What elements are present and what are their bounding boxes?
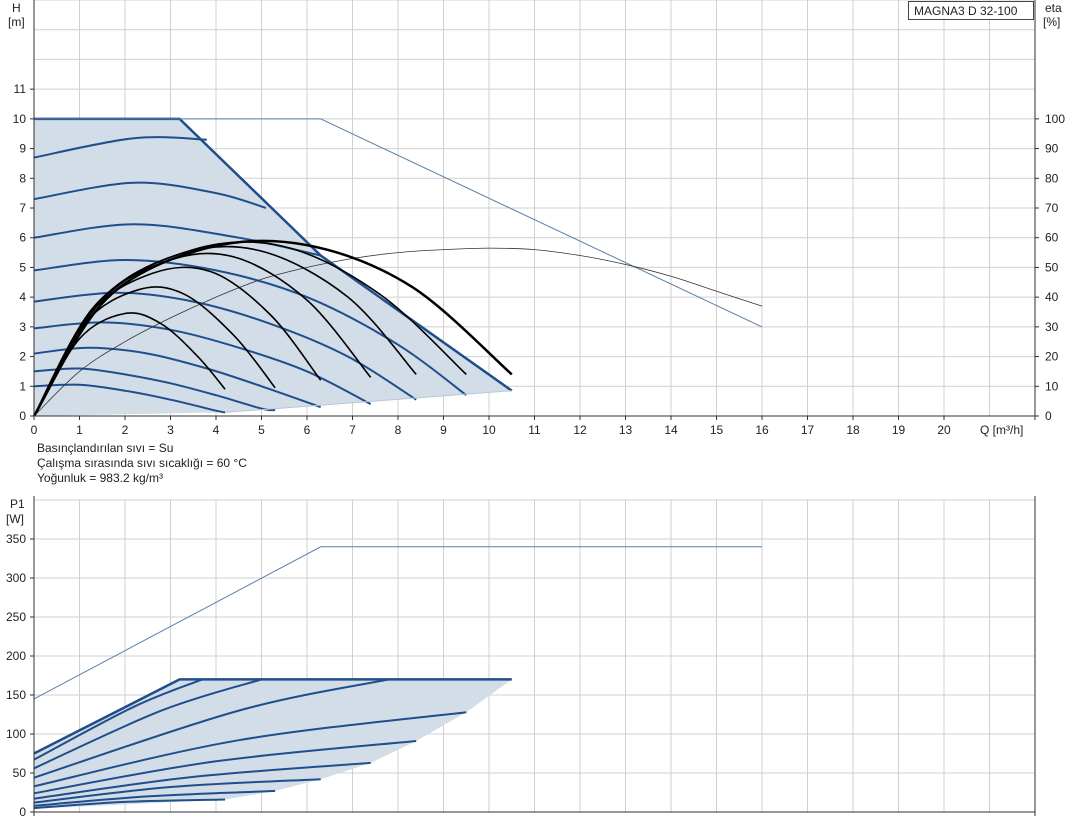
head-chart — [30, 0, 1039, 420]
head-speed-curve — [33, 321, 372, 405]
fluid-info: Basınçlandırılan sıvı = Su Çalışma sıras… — [37, 441, 247, 486]
head-y-tick-label: 2 — [19, 350, 26, 364]
power-y-tick-label: 0 — [19, 805, 26, 819]
eta-tick-label: 60 — [1045, 231, 1059, 245]
head-x-tick-label: 20 — [937, 423, 951, 437]
head-x-tick-label: 5 — [258, 423, 265, 437]
head-x-tick-label: 18 — [846, 423, 860, 437]
power-curve — [33, 798, 226, 810]
head-speed-curve — [33, 136, 207, 159]
head-x-tick-label: 6 — [304, 423, 311, 437]
head-y-tick-label: 6 — [19, 231, 26, 245]
head-x-tick-label: 9 — [440, 423, 447, 437]
head-y-tick-label: 1 — [19, 379, 26, 393]
model-label: MAGNA3 D 32-100 — [908, 1, 1034, 20]
power-y-tick-label: 200 — [6, 649, 26, 663]
fluid-info-density: Yoğunluk = 983.2 kg/m³ — [37, 471, 163, 485]
eta-unit: [%] — [1043, 15, 1060, 29]
head-speed-curve — [33, 367, 276, 412]
eta-tick-label: 20 — [1045, 350, 1059, 364]
power-y-tick-label: 150 — [6, 688, 26, 702]
head-y-unit: [m] — [8, 15, 25, 29]
head-duty-curve — [32, 239, 513, 417]
power-operating-area — [34, 679, 512, 809]
head-x-tick-label: 7 — [349, 423, 356, 437]
power-curve — [33, 740, 417, 795]
power-y-label: P1 — [10, 497, 25, 511]
head-speed-curve — [33, 346, 322, 409]
head-x-tick-label: 3 — [167, 423, 174, 437]
power-y-tick-label: 50 — [13, 766, 27, 780]
head-x-tick-label: 12 — [573, 423, 587, 437]
head-x-tick-label: 0 — [31, 423, 38, 437]
eta-tick-label: 30 — [1045, 320, 1059, 334]
fluid-info-temperature: Çalışma sırasında sıvı sıcaklığı = 60 °C — [37, 456, 247, 470]
power-curve — [33, 711, 467, 788]
head-x-tick-label: 13 — [619, 423, 633, 437]
head-x-tick-label: 11 — [528, 423, 541, 437]
eta-tick-label: 0 — [1045, 409, 1052, 423]
head-x-tick-label: 10 — [482, 423, 496, 437]
power-max-line — [33, 546, 762, 700]
power-curve — [33, 761, 371, 800]
head-y-tick-label: 10 — [13, 112, 27, 126]
head-envelope-bottom — [225, 390, 512, 413]
eta-tick-label: 50 — [1045, 260, 1059, 274]
power-curve — [33, 678, 390, 779]
head-y-tick-label: 7 — [19, 201, 26, 215]
head-x-tick-label: 1 — [76, 423, 83, 437]
eta-label: eta — [1045, 1, 1062, 15]
eta-tick-label: 80 — [1045, 171, 1059, 185]
eta-tick-label: 70 — [1045, 201, 1059, 215]
power-chart — [30, 496, 1036, 816]
head-y-tick-label: 8 — [19, 171, 26, 185]
head-x-tick-label: 14 — [664, 423, 678, 437]
head-y-tick-label: 3 — [19, 320, 26, 334]
head-x-tick-label: 2 — [122, 423, 129, 437]
head-y-tick-label: 0 — [19, 409, 26, 423]
head-x-tick-label: 8 — [395, 423, 402, 437]
head-x-tick-label: 17 — [801, 423, 815, 437]
head-speed-curve — [33, 258, 467, 397]
head-speed-curve — [33, 383, 226, 414]
head-speed-curve — [33, 291, 417, 401]
power-y-tick-label: 300 — [6, 571, 26, 585]
power-curve — [33, 778, 321, 804]
power-curve — [33, 678, 512, 755]
head-y-tick-label: 5 — [19, 260, 26, 274]
power-y-unit: [W] — [6, 512, 24, 526]
head-y-tick-label: 9 — [19, 142, 26, 156]
power-curve — [33, 678, 262, 770]
power-curve — [33, 678, 203, 761]
head-max-head-line — [34, 118, 763, 328]
head-x-label: Q [m³/h] — [980, 423, 1023, 437]
power-y-tick-label: 350 — [6, 532, 26, 546]
fluid-info-medium: Basınçlandırılan sıvı = Su — [37, 441, 174, 455]
power-y-tick-label: 100 — [6, 727, 26, 741]
eta-tick-label: 40 — [1045, 290, 1059, 304]
head-x-tick-label: 16 — [755, 423, 769, 437]
eta-tick-label: 100 — [1045, 112, 1065, 126]
power-curve — [33, 789, 276, 807]
eta-curve — [33, 247, 763, 417]
eta-tick-label: 10 — [1045, 379, 1059, 393]
head-speed-curve — [33, 181, 267, 209]
head-x-tick-label: 19 — [892, 423, 906, 437]
eta-tick-label: 90 — [1045, 142, 1059, 156]
head-x-tick-label: 4 — [213, 423, 220, 437]
head-y-label: H — [12, 1, 21, 15]
power-y-tick-label: 250 — [6, 610, 26, 624]
head-y-tick-label: 4 — [19, 290, 26, 304]
head-x-tick-label: 15 — [710, 423, 724, 437]
head-y-tick-label: 11 — [14, 82, 27, 96]
